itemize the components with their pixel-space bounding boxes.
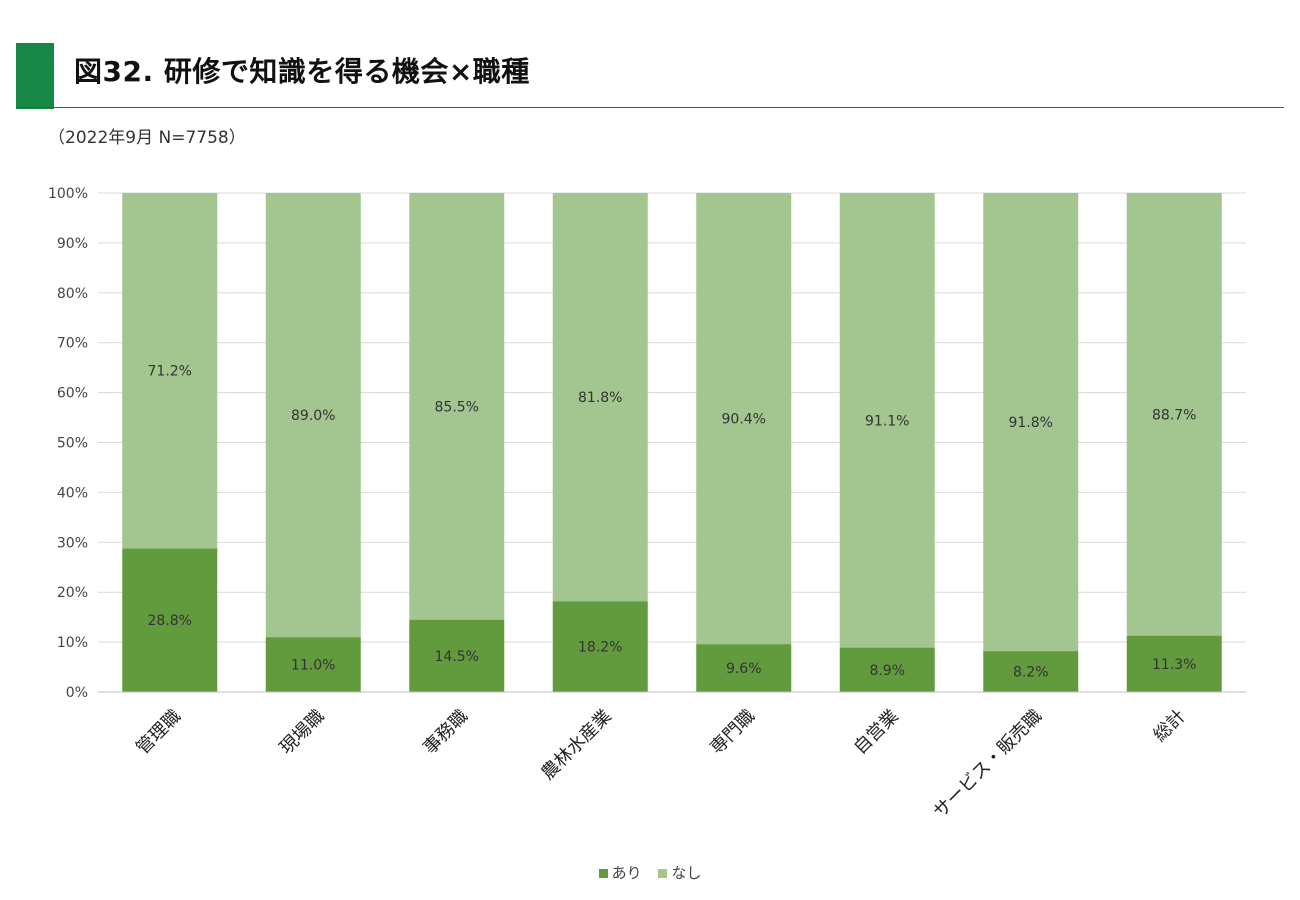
bar-nashi: [409, 193, 505, 620]
bar-ari: [552, 601, 648, 692]
legend-swatch-nashi: [658, 869, 668, 878]
data-label: 14.5%: [435, 649, 479, 665]
data-label: 85.5%: [435, 399, 479, 415]
bar-nashi: [1126, 193, 1222, 636]
y-tick-label: 30%: [57, 535, 88, 551]
data-label: 89.0%: [291, 408, 335, 424]
title-divider: [16, 107, 1284, 108]
bar-ari: [983, 651, 1079, 692]
y-tick-label: 50%: [57, 436, 88, 452]
legend-swatch-ari: [598, 869, 608, 878]
bar-ari: [265, 637, 361, 692]
x-tick-label: サービス・販売職: [930, 706, 1047, 823]
x-tick-label: 総計: [1149, 706, 1189, 746]
data-label: 71.2%: [148, 364, 192, 380]
bar-nashi: [552, 193, 648, 602]
data-label: 18.2%: [578, 640, 622, 656]
data-label: 91.1%: [865, 413, 909, 429]
bar-nashi: [122, 193, 218, 549]
bar-nashi: [265, 193, 361, 638]
x-tick-label: 専門職: [706, 706, 759, 759]
y-tick-label: 80%: [57, 286, 88, 302]
legend-label-nashi: なし: [671, 864, 702, 882]
data-label: 88.7%: [1152, 407, 1196, 423]
data-label: 9.6%: [726, 661, 762, 677]
data-label: 28.8%: [148, 613, 192, 629]
bar-ari: [696, 644, 792, 692]
legend: あり なし: [0, 862, 1300, 883]
data-label: 8.9%: [869, 663, 905, 679]
data-label: 90.4%: [722, 412, 766, 428]
bar-ari: [122, 548, 218, 692]
bar-ari: [1126, 635, 1222, 692]
y-tick-label: 40%: [57, 485, 88, 501]
bar-nashi: [696, 193, 792, 645]
x-tick-label: 管理職: [132, 706, 185, 759]
y-tick-label: 0%: [66, 685, 88, 701]
y-tick-label: 90%: [57, 236, 88, 252]
bar-ari: [409, 619, 505, 692]
y-tick-label: 70%: [57, 336, 88, 352]
y-tick-label: 60%: [57, 386, 88, 402]
x-tick-label: 自営業: [850, 706, 903, 759]
data-label: 11.3%: [1152, 657, 1196, 673]
y-tick-label: 20%: [57, 585, 88, 601]
bar-ari: [839, 647, 935, 692]
x-tick-label: 農林水産業: [537, 706, 615, 784]
data-label: 91.8%: [1009, 415, 1053, 431]
bar-nashi: [983, 193, 1079, 652]
chart-subtitle: （2022年9月 N=7758）: [48, 128, 246, 148]
legend-item-nashi: なし: [658, 862, 701, 883]
legend-item-ari: あり: [598, 862, 642, 883]
y-tick-label: 100%: [48, 186, 88, 202]
data-label: 8.2%: [1013, 665, 1049, 681]
x-tick-label: 現場職: [276, 706, 329, 759]
chart-title: 図32. 研修で知識を得る機会×職種: [74, 55, 530, 88]
title-accent-bar: [16, 43, 54, 109]
data-label: 81.8%: [578, 390, 622, 406]
x-tick-label: 事務職: [419, 706, 472, 759]
data-label: 11.0%: [291, 658, 335, 674]
legend-label-ari: あり: [611, 864, 642, 882]
y-tick-label: 10%: [57, 635, 88, 651]
bar-nashi: [839, 193, 935, 648]
